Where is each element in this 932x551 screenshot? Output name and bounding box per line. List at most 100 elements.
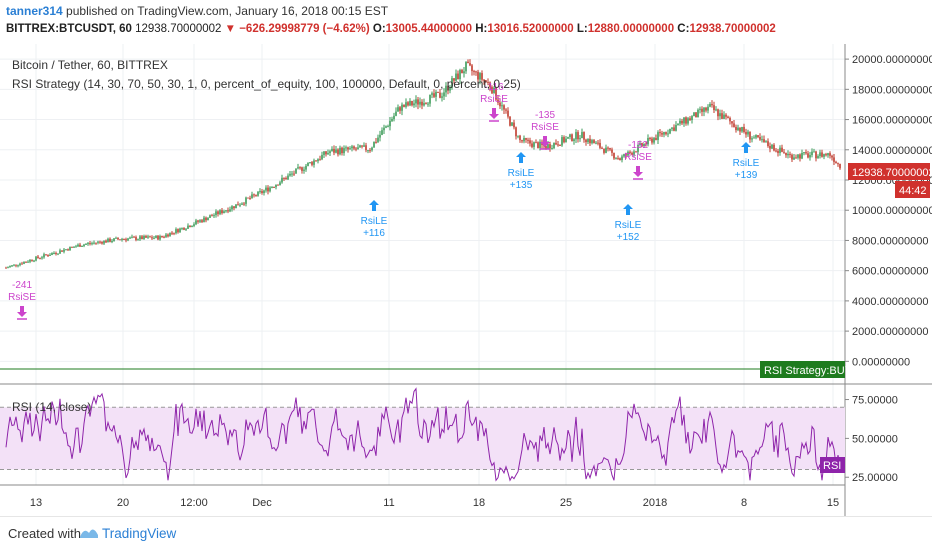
candle-body xyxy=(395,111,397,116)
candle-body xyxy=(201,220,203,222)
candle-body xyxy=(111,240,113,242)
time-tick-label: 11 xyxy=(383,497,394,509)
candle-body xyxy=(775,150,777,152)
candle-body xyxy=(87,243,89,245)
candle-body xyxy=(369,150,371,152)
candle-body xyxy=(323,151,325,155)
candle-body xyxy=(689,118,691,121)
candle-body xyxy=(771,144,773,149)
candle-body xyxy=(489,82,491,88)
candle-body xyxy=(803,152,805,154)
candle-body xyxy=(135,237,137,240)
candle-body xyxy=(695,112,697,118)
candle-body xyxy=(131,236,133,238)
rsi-axis[interactable]: 75.00000 50.00000 25.00000 xyxy=(845,395,898,485)
candle-body xyxy=(113,238,115,241)
arrow-down-icon xyxy=(17,306,27,317)
publish-header: tanner314 published on TradingView.com, … xyxy=(6,4,388,20)
author-link[interactable]: tanner314 xyxy=(6,4,63,18)
price-axis[interactable]: 20000.00000000 18000.00000000 16000.000000… xyxy=(845,54,932,368)
candle-body xyxy=(23,261,25,264)
candle-body xyxy=(223,211,225,214)
time-axis[interactable]: 13 20 12:00 Dec 11 18 25 2018 8 15 xyxy=(30,497,839,509)
candle-body xyxy=(535,142,537,144)
price-tick-label: 4000.00000000 xyxy=(852,296,928,308)
candle-body xyxy=(175,229,177,234)
candle-body xyxy=(629,151,631,153)
candle-body xyxy=(757,135,759,138)
candle-body xyxy=(167,234,169,237)
candle-body xyxy=(419,101,421,105)
signal-pnl: -152 xyxy=(628,140,648,151)
candle-body xyxy=(549,144,551,149)
candle-body xyxy=(307,162,309,166)
candle-body xyxy=(29,259,31,262)
candle-body xyxy=(231,206,233,210)
candle-body xyxy=(321,154,323,160)
candle-body xyxy=(773,144,775,151)
candle-body xyxy=(59,250,61,254)
candle-body xyxy=(439,92,441,98)
candle-body xyxy=(459,69,461,80)
candle-body xyxy=(263,190,265,194)
candle-body xyxy=(141,236,143,240)
candle-body xyxy=(465,61,467,72)
candle-body xyxy=(737,127,739,131)
signal-pnl: -241 xyxy=(12,280,32,291)
signal-pnl: +139 xyxy=(735,170,758,181)
price-tick-label: 10000.00000000 xyxy=(852,205,932,217)
candle-body xyxy=(365,145,367,151)
candle-body xyxy=(685,117,687,124)
candle-body xyxy=(273,186,275,188)
candle-body xyxy=(525,137,527,140)
candle-body xyxy=(793,157,795,160)
candle-body xyxy=(109,238,111,242)
candle-body xyxy=(71,246,73,248)
candle-body xyxy=(631,152,633,155)
rsi-tick-label: 25.00000 xyxy=(852,472,898,484)
rsi-tick-label: 75.00000 xyxy=(852,395,898,407)
candle-body xyxy=(7,267,9,269)
candle-body xyxy=(565,138,567,143)
candle-body xyxy=(325,151,327,155)
candle-body xyxy=(499,102,501,107)
candle-body xyxy=(805,152,807,154)
candle-body xyxy=(457,73,459,80)
candle-body xyxy=(751,138,753,140)
candle-body xyxy=(179,228,181,233)
candle-body xyxy=(779,147,781,153)
tradingview-link[interactable]: TradingView xyxy=(102,526,177,541)
tradingview-logo-icon[interactable] xyxy=(78,523,100,541)
time-tick-label: 13 xyxy=(30,497,42,509)
candle-body xyxy=(379,134,381,138)
candle-body xyxy=(681,120,683,124)
candle-body xyxy=(609,147,611,150)
candle-body xyxy=(709,104,711,107)
candle-body xyxy=(227,210,229,212)
candle-body xyxy=(245,197,247,204)
candle-body xyxy=(291,173,293,175)
candle-body xyxy=(47,255,49,257)
candle-body xyxy=(57,253,59,255)
chart-canvas[interactable]: -241RsiSERsiLE+116-116RsiSE-135RsiSERsiL… xyxy=(0,44,932,516)
candle-body xyxy=(427,103,429,105)
candle-body xyxy=(825,154,827,156)
candle-body xyxy=(65,249,67,251)
candle-body xyxy=(295,168,297,174)
candle-body xyxy=(27,261,29,263)
candle-body xyxy=(353,146,355,149)
candle-body xyxy=(665,132,667,135)
candle-body xyxy=(491,87,493,94)
candle-body xyxy=(195,220,197,225)
candle-body xyxy=(507,110,509,117)
candle-body xyxy=(127,238,129,241)
candle-body xyxy=(107,238,109,243)
time-tick-label: 15 xyxy=(827,497,839,509)
candle-body xyxy=(679,120,681,124)
candle-body xyxy=(831,155,833,158)
candle-body xyxy=(599,142,601,148)
candle-body xyxy=(133,236,135,238)
candle-body xyxy=(177,229,179,233)
countdown-badge: 44:42 xyxy=(895,181,930,198)
